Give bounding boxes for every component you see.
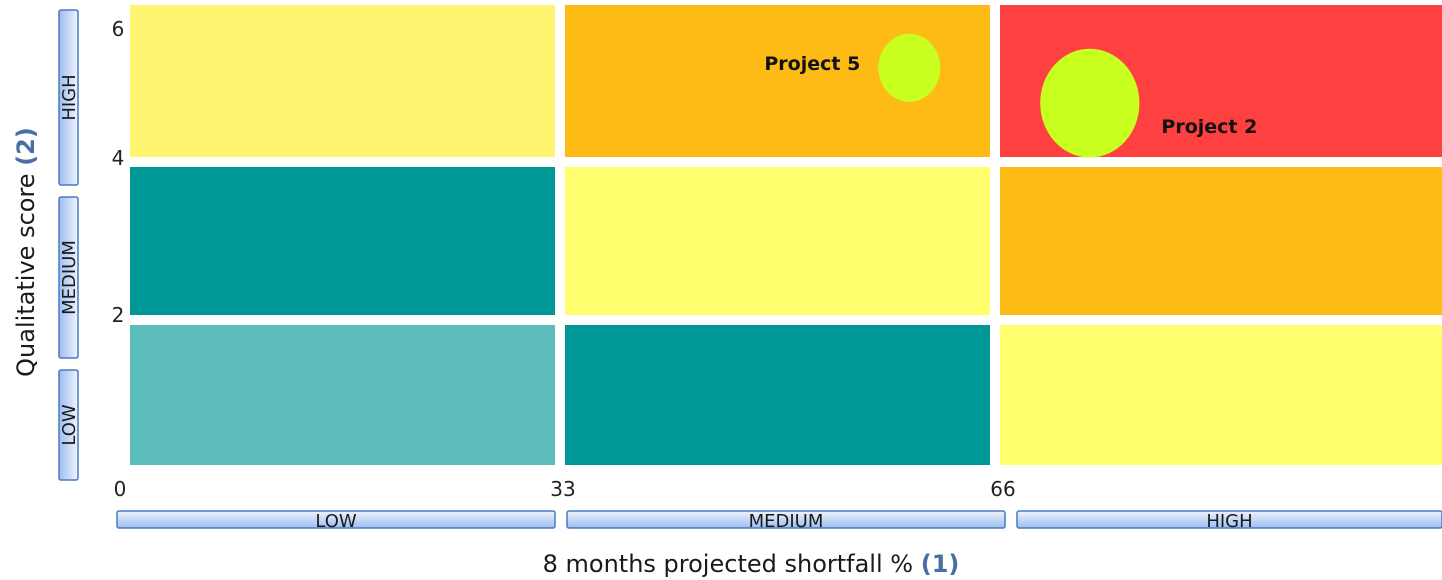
matrix-cell-low-low (130, 325, 555, 465)
matrix-cell-low-high (130, 5, 555, 157)
x-band-label: MEDIUM (749, 511, 824, 532)
x-tick-label: 0 (114, 477, 127, 501)
y-band-label: MEDIUM (59, 240, 80, 315)
matrix-cell-medium-low (565, 325, 990, 465)
y-band-button-low (58, 369, 79, 481)
project-point-2 (1040, 48, 1140, 158)
matrix-cell-medium-medium (565, 167, 990, 315)
x-band-button-low (116, 510, 556, 529)
matrix-cell-low-medium (130, 167, 555, 315)
project-point-label: Project 5 (764, 53, 860, 75)
project-point-1 (878, 33, 941, 102)
y-tick-label: 4 (112, 146, 125, 170)
project-points: Project 5 Project 2 (764, 33, 1257, 158)
y-band-label: HIGH (59, 74, 80, 120)
x-tick-label: 66 (990, 477, 1015, 501)
axis-ticks: 0 33 66 2 4 6 (112, 17, 1016, 501)
y-tick-label: 2 (112, 303, 125, 327)
x-tick-label: 33 (550, 477, 575, 501)
y-axis-title: Qualitative score (2) (12, 127, 40, 377)
y-band-button-medium (58, 196, 79, 359)
y-tick-label: 6 (112, 17, 125, 41)
matrix-cell-high-low (1000, 325, 1442, 465)
project-point-label: Project 2 (1161, 116, 1257, 138)
x-band-label: LOW (315, 511, 357, 532)
y-band-label: LOW (59, 404, 80, 446)
x-band-button-medium (566, 510, 1006, 529)
matrix-cell-high-medium (1000, 167, 1442, 315)
axis-band-buttons: LOW MEDIUM HIGH LOW MEDIUM HIGH (58, 9, 1442, 532)
y-band-button-high (58, 9, 79, 186)
x-axis-title: 8 months projected shortfall % (1) (543, 550, 960, 578)
x-band-label: HIGH (1206, 511, 1252, 532)
x-band-button-high (1016, 510, 1442, 529)
